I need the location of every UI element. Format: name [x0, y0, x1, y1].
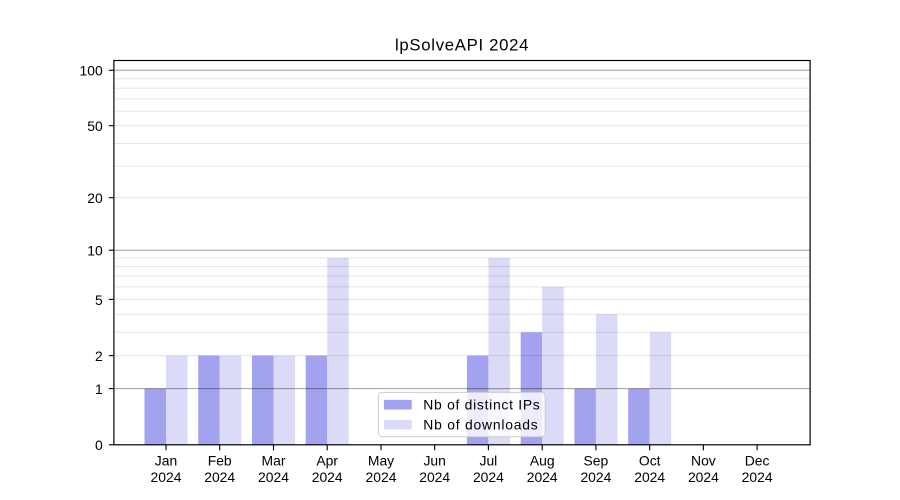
- svg-text:0: 0: [95, 437, 103, 453]
- svg-text:2024: 2024: [151, 469, 182, 485]
- svg-text:100: 100: [80, 63, 103, 79]
- svg-text:Apr: Apr: [316, 453, 338, 469]
- svg-text:2024: 2024: [688, 469, 719, 485]
- svg-text:lpSolveAPI 2024: lpSolveAPI 2024: [395, 36, 529, 55]
- svg-text:Jul: Jul: [480, 453, 498, 469]
- svg-text:2024: 2024: [312, 469, 343, 485]
- svg-text:2024: 2024: [473, 469, 504, 485]
- svg-text:10: 10: [87, 243, 103, 259]
- svg-text:Mar: Mar: [262, 453, 286, 469]
- svg-text:2024: 2024: [204, 469, 235, 485]
- svg-text:2024: 2024: [742, 469, 773, 485]
- svg-text:Jun: Jun: [423, 453, 445, 469]
- svg-text:2024: 2024: [527, 469, 558, 485]
- svg-text:2024: 2024: [634, 469, 665, 485]
- svg-text:Dec: Dec: [745, 453, 770, 469]
- svg-text:1: 1: [95, 381, 103, 397]
- svg-text:Oct: Oct: [639, 453, 661, 469]
- svg-text:50: 50: [87, 118, 103, 134]
- svg-text:Nov: Nov: [691, 453, 716, 469]
- svg-text:Aug: Aug: [530, 453, 555, 469]
- svg-text:2024: 2024: [580, 469, 611, 485]
- svg-text:Jan: Jan: [155, 453, 177, 469]
- svg-text:2024: 2024: [258, 469, 289, 485]
- svg-text:May: May: [368, 453, 394, 469]
- svg-text:Nb of distinct IPs: Nb of distinct IPs: [423, 396, 540, 412]
- svg-text:Nb of downloads: Nb of downloads: [423, 416, 538, 432]
- svg-text:Feb: Feb: [208, 453, 232, 469]
- svg-text:2024: 2024: [366, 469, 397, 485]
- svg-text:2: 2: [95, 348, 103, 364]
- svg-text:2024: 2024: [419, 469, 450, 485]
- svg-text:5: 5: [95, 292, 103, 308]
- svg-text:Sep: Sep: [584, 453, 609, 469]
- svg-text:20: 20: [87, 190, 103, 206]
